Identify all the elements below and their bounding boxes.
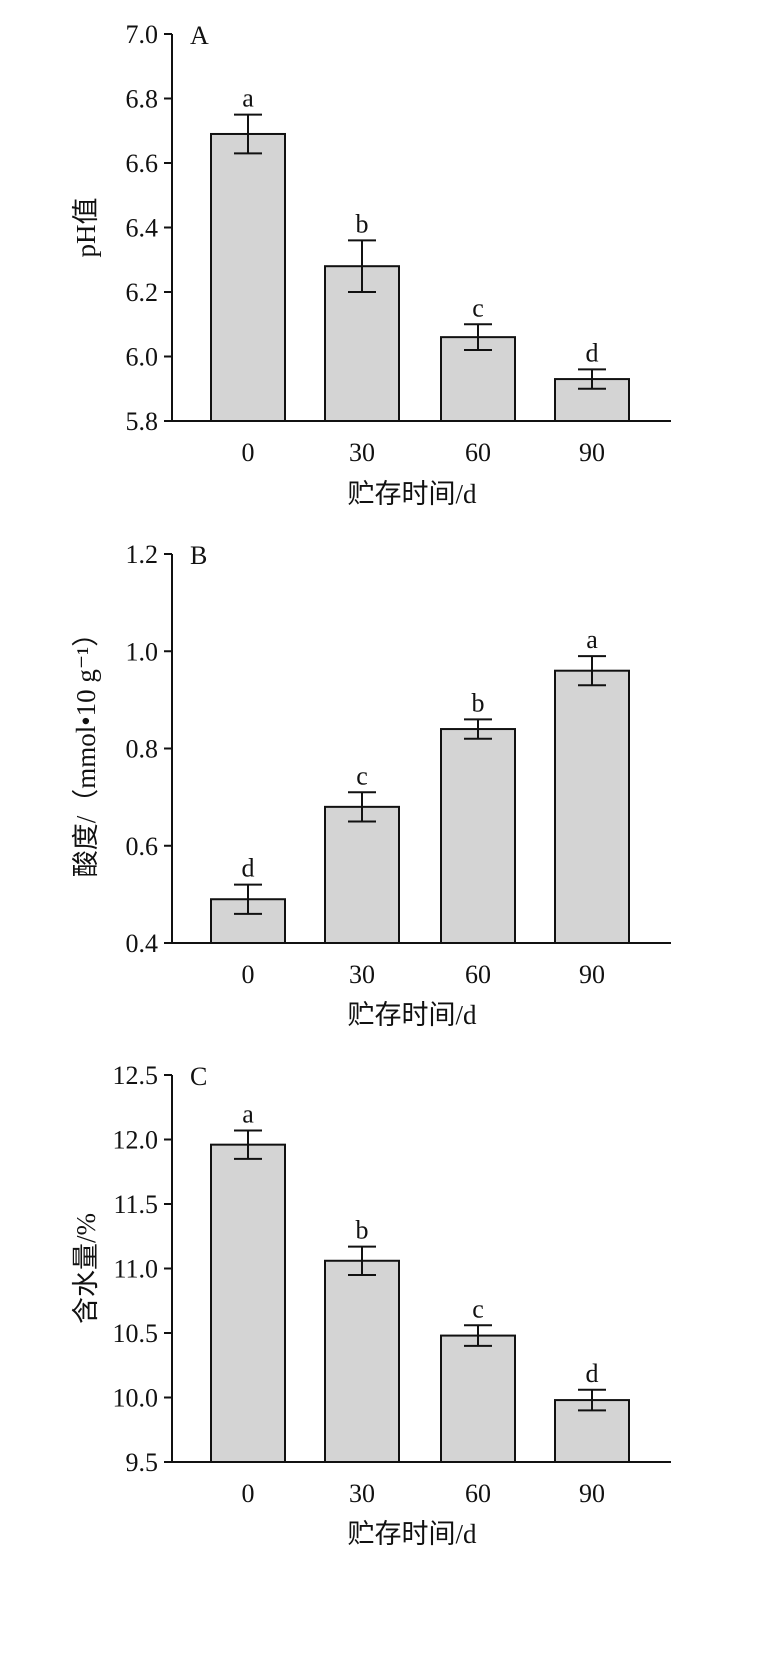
- x-tick-label: 90: [579, 960, 605, 989]
- chart-panel-a: a 0 b 30 c 60 d 90 5.8 6.0 6.2 6.4 6.6 6.8 7.0 A 贮存时间/d p…: [71, 20, 671, 509]
- y-axis-title: 酸度/（mmol•10 g⁻¹）: [71, 620, 101, 878]
- significance-label: a: [586, 625, 598, 654]
- significance-label: c: [356, 761, 368, 790]
- significance-label: a: [242, 1099, 254, 1128]
- y-tick-label: 6.6: [126, 149, 159, 178]
- significance-label: b: [472, 688, 485, 717]
- y-tick-label: 0.4: [126, 929, 159, 958]
- significance-label: c: [472, 1294, 484, 1323]
- significance-label: a: [242, 84, 254, 113]
- x-tick-label: 60: [465, 1479, 491, 1508]
- significance-label: d: [586, 1359, 599, 1388]
- bar: [440, 336, 516, 422]
- y-tick-label: 10.5: [113, 1319, 159, 1348]
- y-tick-label: 6.8: [126, 85, 159, 114]
- x-tick-label: 0: [242, 1479, 255, 1508]
- y-tick-label: 11.0: [113, 1255, 158, 1284]
- x-axis-title: 贮存时间/d: [347, 1519, 477, 1549]
- y-tick-label: 12.5: [113, 1061, 159, 1090]
- bar: [324, 805, 400, 944]
- y-tick-label: 11.5: [113, 1190, 158, 1219]
- bar: [440, 1334, 516, 1463]
- panel-letter: A: [190, 21, 209, 50]
- x-axis-title: 贮存时间/d: [347, 1000, 477, 1030]
- significance-label: b: [356, 1216, 369, 1245]
- y-tick-label: 6.4: [126, 214, 159, 243]
- y-tick-label: 6.0: [126, 343, 159, 372]
- y-tick-label: 1.2: [126, 540, 159, 569]
- panel-letter: C: [190, 1062, 207, 1091]
- x-tick-label: 60: [465, 438, 491, 467]
- y-axis-title: 含水量/%: [71, 1213, 101, 1324]
- bar: [554, 669, 630, 944]
- chart-panel-c: a 0 b 30 c 60 d 90 9.5 10.0 10.5 11.0 11.5 12.0 12.5 C 贮…: [71, 1061, 671, 1549]
- x-tick-label: 90: [579, 438, 605, 467]
- bar: [440, 728, 516, 944]
- bar: [324, 1259, 400, 1464]
- x-tick-label: 0: [242, 960, 255, 989]
- x-tick-label: 0: [242, 438, 255, 467]
- y-tick-label: 1.0: [126, 637, 159, 666]
- significance-label: d: [586, 338, 599, 367]
- y-axis-title: pH值: [71, 198, 101, 258]
- x-axis-title: 贮存时间/d: [347, 479, 477, 509]
- y-tick-label: 0.6: [126, 832, 159, 861]
- significance-label: c: [472, 293, 484, 322]
- y-tick-label: 9.5: [126, 1448, 159, 1477]
- significance-label: d: [242, 854, 255, 883]
- x-tick-label: 30: [349, 960, 375, 989]
- y-tick-label: 0.8: [126, 735, 159, 764]
- x-tick-label: 30: [349, 438, 375, 467]
- y-tick-label: 7.0: [126, 20, 159, 49]
- bar: [210, 132, 286, 422]
- x-tick-label: 60: [465, 960, 491, 989]
- y-tick-label: 12.0: [113, 1126, 159, 1155]
- significance-label: b: [356, 209, 369, 238]
- y-tick-label: 6.2: [126, 278, 159, 307]
- y-tick-label: 10.0: [113, 1384, 159, 1413]
- x-tick-label: 30: [349, 1479, 375, 1508]
- x-tick-label: 90: [579, 1479, 605, 1508]
- panel-letter: B: [190, 541, 207, 570]
- y-tick-label: 5.8: [126, 407, 159, 436]
- chart-panel-b: d 0 c 30 b 60 a 90 0.4 0.6 0.8 1.0 1.2 B 贮存时间/d 酸度/（mmo…: [71, 540, 671, 1030]
- bar: [210, 1143, 286, 1464]
